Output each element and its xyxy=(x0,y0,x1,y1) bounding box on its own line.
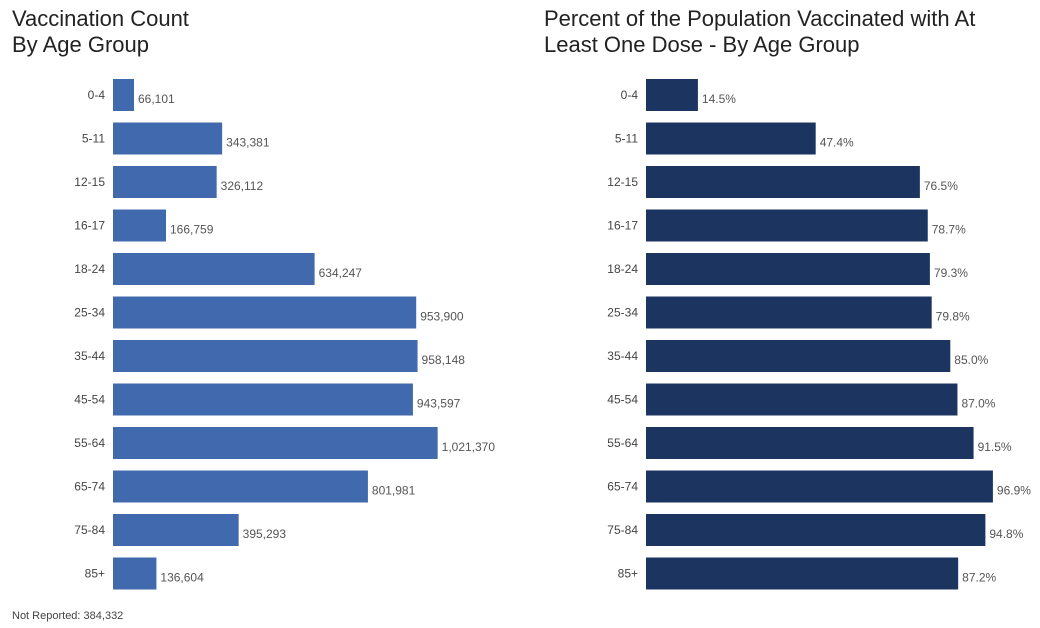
bar-plot-area: 0-4 66,101 5-11 343,381 12-15 326,112 16-17 166… xyxy=(74,79,496,590)
vaccination-count-chart: Vaccination Count By Age Group 0-4 66,101… xyxy=(0,0,520,610)
bar xyxy=(113,427,438,459)
bar xyxy=(646,209,928,242)
data-label: 801,981 xyxy=(372,484,416,498)
category-label: 35-44 xyxy=(607,349,638,363)
data-label: 47.4% xyxy=(820,136,854,150)
data-label: 96.9% xyxy=(997,484,1031,498)
bar xyxy=(113,209,167,242)
bar xyxy=(646,122,816,155)
bar-plot-area: 0-4 14.5% 5-11 47.4% 12-15 76.5% 16-17 78.7% 18-… xyxy=(607,79,1031,590)
category-label: 16-17 xyxy=(74,219,105,233)
category-label: 45-54 xyxy=(607,393,638,407)
category-label: 65-74 xyxy=(74,480,105,494)
bar xyxy=(646,427,974,459)
data-label: 66,101 xyxy=(138,92,175,106)
category-label: 5-11 xyxy=(615,132,638,146)
not-reported-footnote: Not Reported: 384,332 xyxy=(12,610,124,622)
data-label: 79.8% xyxy=(936,310,970,324)
data-label: 87.0% xyxy=(961,397,995,411)
category-label: 12-15 xyxy=(74,175,105,189)
category-label: 45-54 xyxy=(74,393,105,407)
data-label: 87.2% xyxy=(962,571,996,585)
data-label: 85.0% xyxy=(954,353,988,367)
category-label: 85+ xyxy=(85,567,105,581)
category-label: 12-15 xyxy=(607,175,638,189)
bar xyxy=(646,470,993,503)
data-label: 79.3% xyxy=(934,266,968,280)
bar xyxy=(646,514,986,546)
data-label: 953,900 xyxy=(420,310,464,324)
category-label: 85+ xyxy=(618,567,638,581)
category-label: 5-11 xyxy=(82,132,105,146)
percent-vaccinated-chart: Percent of the Population Vaccinated wit… xyxy=(530,0,1040,610)
category-label: 25-34 xyxy=(74,306,105,320)
category-label: 75-84 xyxy=(74,523,105,537)
category-label: 25-34 xyxy=(607,306,638,320)
data-label: 91.5% xyxy=(978,440,1012,454)
data-label: 14.5% xyxy=(702,92,736,106)
category-label: 35-44 xyxy=(74,349,105,363)
chart-title-line-2: By Age Group xyxy=(12,32,149,57)
data-label: 78.7% xyxy=(932,223,966,237)
category-label: 55-64 xyxy=(607,436,638,450)
category-label: 55-64 xyxy=(74,436,105,450)
bar xyxy=(646,296,932,329)
bar xyxy=(646,383,958,416)
category-label: 0-4 xyxy=(88,88,106,102)
bar xyxy=(113,383,413,416)
bar xyxy=(113,253,315,285)
data-label: 943,597 xyxy=(417,397,461,411)
bar xyxy=(113,514,239,546)
bar xyxy=(646,79,698,111)
bar xyxy=(646,557,959,590)
bar xyxy=(646,253,930,285)
bar xyxy=(113,470,368,503)
bar xyxy=(646,340,951,372)
data-label: 634,247 xyxy=(319,266,363,280)
bar xyxy=(113,296,417,329)
data-label: 94.8% xyxy=(989,527,1023,541)
chart-title: Percent of the Population Vaccinated wit… xyxy=(544,6,976,57)
data-label: 76.5% xyxy=(924,179,958,193)
category-label: 75-84 xyxy=(607,523,638,537)
data-label: 1,021,370 xyxy=(442,440,496,454)
data-label: 326,112 xyxy=(221,179,264,193)
data-label: 958,148 xyxy=(422,353,466,367)
data-label: 166,759 xyxy=(170,223,214,237)
bar xyxy=(113,557,157,590)
bar xyxy=(113,166,217,198)
bar xyxy=(646,166,920,198)
bar xyxy=(113,340,418,372)
category-label: 0-4 xyxy=(621,88,639,102)
category-label: 16-17 xyxy=(607,219,638,233)
data-label: 136,604 xyxy=(160,571,204,585)
chart-title: Vaccination Count By Age Group xyxy=(12,6,332,58)
category-label: 65-74 xyxy=(607,480,638,494)
bar xyxy=(113,122,223,155)
category-label: 18-24 xyxy=(74,262,105,276)
data-label: 395,293 xyxy=(243,527,287,541)
data-label: 343,381 xyxy=(226,136,270,150)
chart-title-line-1: Vaccination Count xyxy=(12,6,189,31)
bar xyxy=(113,79,135,111)
category-label: 18-24 xyxy=(607,262,638,276)
